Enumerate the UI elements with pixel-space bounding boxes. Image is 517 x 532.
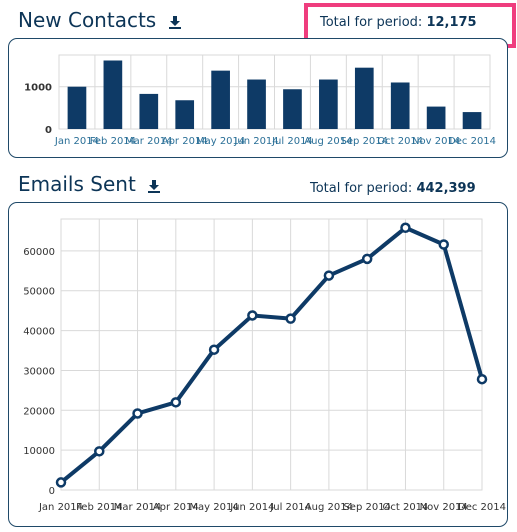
download-icon[interactable]: [168, 10, 181, 34]
x-tick-label: May 2014: [189, 502, 238, 513]
bar: [247, 79, 266, 129]
y-tick-label: 0: [49, 486, 55, 497]
x-tick-label: Apr 2014: [162, 136, 208, 147]
y-tick-label: 0: [45, 125, 52, 136]
emails-total-label: Total for period:: [310, 181, 413, 196]
data-point: [400, 222, 411, 234]
bar: [103, 60, 123, 129]
x-tick-label: Apr 2014: [153, 502, 199, 513]
y-tick-label: 40000: [23, 327, 55, 338]
bar: [319, 79, 338, 129]
data-point: [438, 239, 449, 250]
emails-total: Total for period: 442,399: [310, 181, 476, 196]
data-point: [476, 373, 488, 385]
x-tick-label: Nov 2014: [420, 502, 468, 513]
x-tick-label: Feb 2014: [90, 136, 136, 147]
data-point: [361, 253, 373, 265]
x-tick-label: Oct 2014: [377, 136, 423, 147]
data-point: [55, 477, 67, 488]
contacts-total-label: Total for period:: [320, 15, 423, 30]
emails-panel: 0 10000 20000 30000 40000 50000 60000 Jan 2014 F…: [8, 202, 508, 527]
y-tick-label: 50000: [23, 287, 55, 298]
bar: [139, 93, 159, 129]
data-point: [285, 313, 296, 324]
data-point: [132, 408, 143, 419]
x-tick-label: Sep 2014: [343, 502, 390, 513]
x-tick-label: Dec 2014: [448, 136, 496, 147]
download-icon[interactable]: [148, 174, 161, 198]
x-tick-label: Jun 2014: [233, 136, 278, 147]
x-tick-label: Feb 2014: [76, 502, 122, 513]
y-tick-label: 1000: [24, 83, 52, 94]
emails-line-chart: 0 10000 20000 30000 40000 50000 60000 Jan 2014F…: [23, 218, 506, 513]
bar: [175, 100, 195, 129]
y-tick-label: 60000: [23, 247, 55, 258]
x-tick-label: Jul 2014: [271, 136, 313, 147]
contacts-total: Total for period: 12,175: [320, 15, 477, 30]
new-contacts-title-text: New Contacts: [18, 8, 157, 32]
x-tick-label: Aug 2014: [304, 136, 352, 147]
bar: [67, 86, 87, 129]
bar: [283, 89, 302, 129]
data-point: [208, 344, 220, 355]
x-tick-label: Jan 2014: [54, 136, 99, 147]
data-point: [247, 310, 258, 321]
x-tick-label: Oct 2014: [382, 502, 428, 513]
x-tick-label: May 2014: [196, 136, 245, 147]
bar: [462, 112, 482, 129]
y-tick-label: 20000: [23, 406, 55, 417]
x-tick-label: Jan 2014: [38, 502, 83, 513]
bar: [211, 70, 230, 129]
bar: [354, 67, 374, 129]
emails-total-value: 442,399: [416, 181, 476, 196]
x-tick-label: Mar 2014: [114, 502, 162, 513]
x-tick-label: Jun 2014: [229, 502, 274, 513]
x-tick-label: Nov 2014: [412, 136, 460, 147]
y-tick-label: 10000: [23, 446, 55, 457]
plot-area: [60, 218, 483, 491]
bar: [426, 106, 446, 129]
emails-sent-title-text: Emails Sent: [18, 172, 136, 196]
x-tick-label: Dec 2014: [458, 502, 506, 513]
x-tick-label: Mar 2014: [125, 136, 173, 147]
new-contacts-title: New Contacts: [18, 8, 181, 34]
contacts-total-value: 12,175: [426, 15, 477, 30]
data-point: [323, 270, 335, 281]
emails-sent-title: Emails Sent: [18, 172, 161, 198]
data-point: [94, 446, 105, 457]
data-point: [170, 397, 182, 408]
bar: [390, 82, 410, 129]
x-tick-label: Sep 2014: [341, 136, 388, 147]
x-tick-label: Jul 2014: [269, 502, 311, 513]
y-tick-label: 30000: [23, 366, 55, 377]
series-line: [59, 225, 484, 485]
x-tick-label: Aug 2014: [305, 502, 353, 513]
contacts-panel: 0 1000 Jan 2014 Feb 2014 Mar 2014 Apr 2014 May…: [8, 38, 508, 158]
